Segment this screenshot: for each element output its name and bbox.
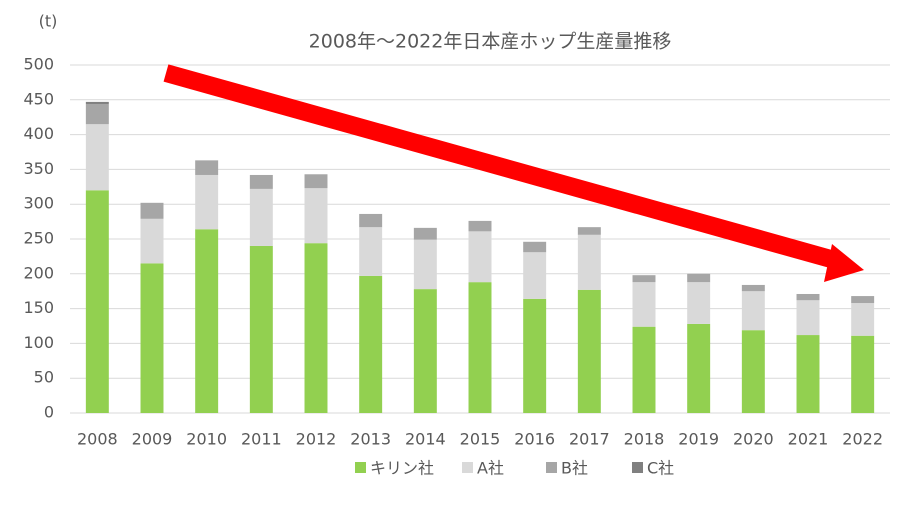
legend-swatch (546, 462, 557, 473)
x-tick-label: 2021 (788, 430, 829, 449)
arrow-head (824, 244, 864, 282)
bar-segment (632, 282, 656, 327)
bar-segment (140, 218, 164, 264)
y-tick-label: 400 (23, 124, 54, 143)
bar-segment (85, 103, 109, 125)
x-tick-label: 2022 (842, 430, 883, 449)
legend-swatch (632, 462, 643, 473)
bar-segment (687, 323, 711, 413)
x-tick-label: 2008 (77, 430, 118, 449)
bars: 2008 2009 2010 2011 2012 2013 2014 2015 2016 2017… (77, 101, 883, 449)
x-tick-label: 2019 (678, 430, 719, 449)
bar-segment (359, 213, 383, 228)
bar-segment (796, 335, 820, 413)
y-tick-label: 50 (34, 368, 54, 387)
y-tick-label: 300 (23, 194, 54, 213)
bar-segment (140, 202, 164, 219)
bar-segment (851, 296, 875, 304)
legend-label: B社 (561, 459, 588, 478)
bar-segment (577, 289, 601, 413)
x-tick-label: 2011 (241, 430, 282, 449)
y-tick-label: 450 (23, 89, 54, 108)
bar-segment (140, 263, 164, 413)
bar-segment (577, 227, 601, 235)
bar-segment (249, 188, 273, 246)
bar-segment (468, 231, 492, 283)
x-tick-label: 2017 (569, 430, 610, 449)
chart-title: 2008年～2022年日本産ホップ生産量推移 (309, 31, 672, 53)
bar-segment (413, 239, 437, 290)
bar-segment (632, 326, 656, 413)
bar-segment (523, 252, 547, 299)
y-unit: (t) (39, 12, 58, 31)
legend-label: A社 (477, 459, 504, 478)
arrow-shaft (163, 64, 841, 270)
x-tick-label: 2015 (460, 430, 501, 449)
bar-segment (304, 174, 328, 189)
y-tick-label: 500 (23, 55, 54, 74)
x-tick-label: 2013 (350, 430, 391, 449)
y-tick-label: 250 (23, 229, 54, 248)
bar-segment (413, 227, 437, 240)
bar-segment (851, 303, 875, 336)
legend-swatch (462, 462, 473, 473)
bar-segment (577, 234, 601, 290)
bar-segment (468, 282, 492, 413)
bar-segment (632, 275, 656, 283)
y-tick-label: 150 (23, 298, 54, 317)
bar-segment (796, 300, 820, 336)
bar-segment (468, 220, 492, 232)
bar-segment (195, 174, 219, 230)
bar-segment (85, 190, 109, 413)
legend: キリン社 A社 B社 C社 (355, 459, 674, 478)
x-tick-label: 2014 (405, 430, 446, 449)
bar-segment (523, 298, 547, 413)
legend-swatch (355, 462, 366, 473)
bar-segment (249, 245, 273, 413)
bar-segment (851, 335, 875, 413)
x-tick-label: 2010 (186, 430, 227, 449)
bar-segment (741, 291, 765, 331)
bar-segment (413, 289, 437, 413)
x-tick-label: 2016 (514, 430, 555, 449)
legend-label: キリン社 (370, 459, 434, 478)
bar-segment (359, 275, 383, 413)
bar-segment (796, 293, 820, 301)
x-tick-label: 2012 (296, 430, 337, 449)
trend-arrow (163, 64, 864, 282)
bar-segment (195, 229, 219, 413)
bar-segment (741, 284, 765, 292)
bar-segment (304, 243, 328, 413)
y-tick-label: 350 (23, 159, 54, 178)
x-tick-label: 2009 (132, 430, 173, 449)
y-tick-label: 0 (44, 403, 54, 422)
y-tick-label: 200 (23, 263, 54, 282)
bar-segment (85, 124, 109, 191)
bar-segment (195, 160, 219, 175)
bar-segment (85, 101, 109, 104)
x-tick-label: 2018 (624, 430, 665, 449)
bar-segment (249, 174, 273, 189)
bar-segment (741, 330, 765, 413)
bar-segment (687, 273, 711, 283)
y-tick-label: 100 (23, 333, 54, 352)
bar-segment (359, 227, 383, 276)
bar-segment (687, 282, 711, 324)
x-tick-label: 2020 (733, 430, 774, 449)
bar-segment (304, 188, 328, 244)
bar-segment (523, 241, 547, 253)
legend-label: C社 (647, 459, 674, 478)
